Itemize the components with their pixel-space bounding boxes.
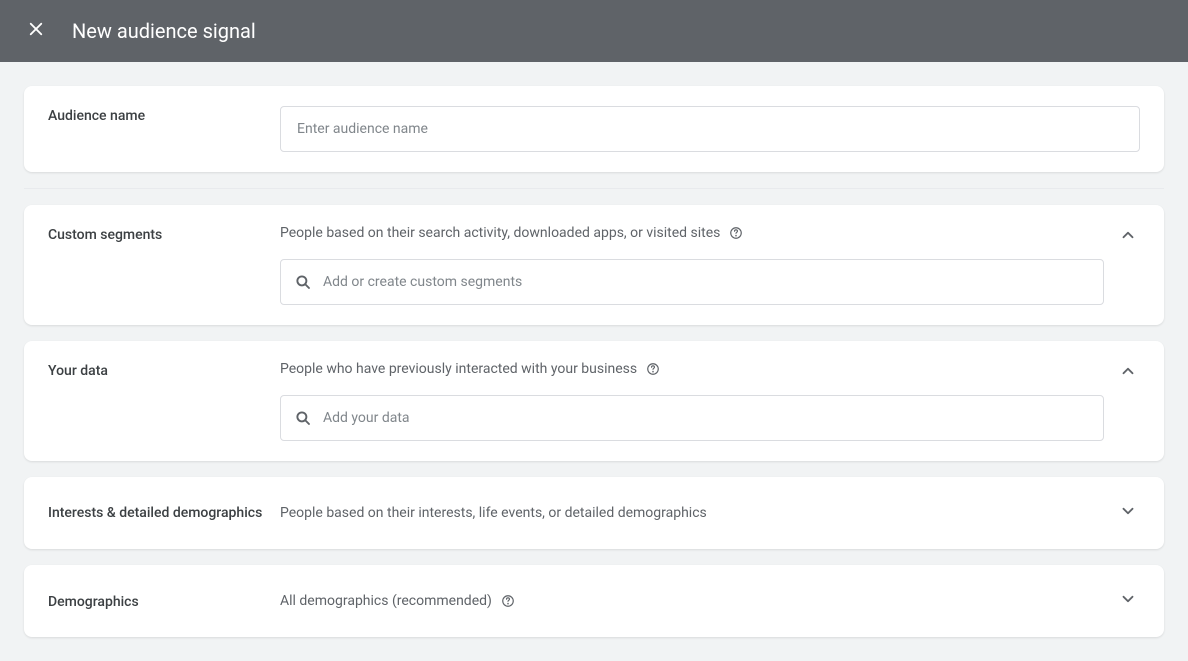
chevron-up-icon xyxy=(1119,226,1137,248)
collapse-toggle[interactable] xyxy=(1116,361,1140,385)
your-data-label: Your data xyxy=(48,361,280,379)
close-button[interactable] xyxy=(24,19,48,43)
audience-name-card: Audience name xyxy=(24,86,1164,172)
demographics-description: All demographics (recommended) xyxy=(280,593,1104,609)
interests-label: Interests & detailed demographics xyxy=(48,503,280,523)
search-icon xyxy=(294,273,312,291)
interests-description: People based on their interests, life ev… xyxy=(280,505,1104,521)
chevron-down-icon xyxy=(1119,590,1137,612)
your-data-description: People who have previously interacted wi… xyxy=(280,361,1104,377)
help-icon[interactable] xyxy=(645,361,661,377)
dialog-title: New audience signal xyxy=(72,19,256,43)
search-icon xyxy=(294,409,312,427)
demographics-card[interactable]: Demographics All demographics (recommend… xyxy=(24,565,1164,637)
expand-toggle[interactable] xyxy=(1116,589,1140,613)
collapse-toggle[interactable] xyxy=(1116,225,1140,249)
audience-name-input[interactable] xyxy=(280,106,1140,152)
custom-segments-card: Custom segments People based on their se… xyxy=(24,205,1164,325)
expand-toggle[interactable] xyxy=(1116,501,1140,525)
dialog-header: New audience signal xyxy=(0,0,1188,62)
interests-card[interactable]: Interests & detailed demographics People… xyxy=(24,477,1164,549)
audience-name-label: Audience name xyxy=(48,106,280,124)
chevron-up-icon xyxy=(1119,362,1137,384)
divider xyxy=(24,188,1164,189)
help-icon[interactable] xyxy=(728,225,744,241)
your-data-search-input[interactable] xyxy=(280,395,1104,441)
your-data-card: Your data People who have previously int… xyxy=(24,341,1164,461)
demographics-label: Demographics xyxy=(48,592,280,610)
custom-segments-description: People based on their search activity, d… xyxy=(280,225,1104,241)
dialog-content: Audience name Custom segments People bas… xyxy=(0,62,1188,661)
custom-segments-search-input[interactable] xyxy=(280,259,1104,305)
custom-segments-label: Custom segments xyxy=(48,225,280,243)
close-icon xyxy=(27,20,45,42)
help-icon[interactable] xyxy=(500,593,516,609)
chevron-down-icon xyxy=(1119,502,1137,524)
